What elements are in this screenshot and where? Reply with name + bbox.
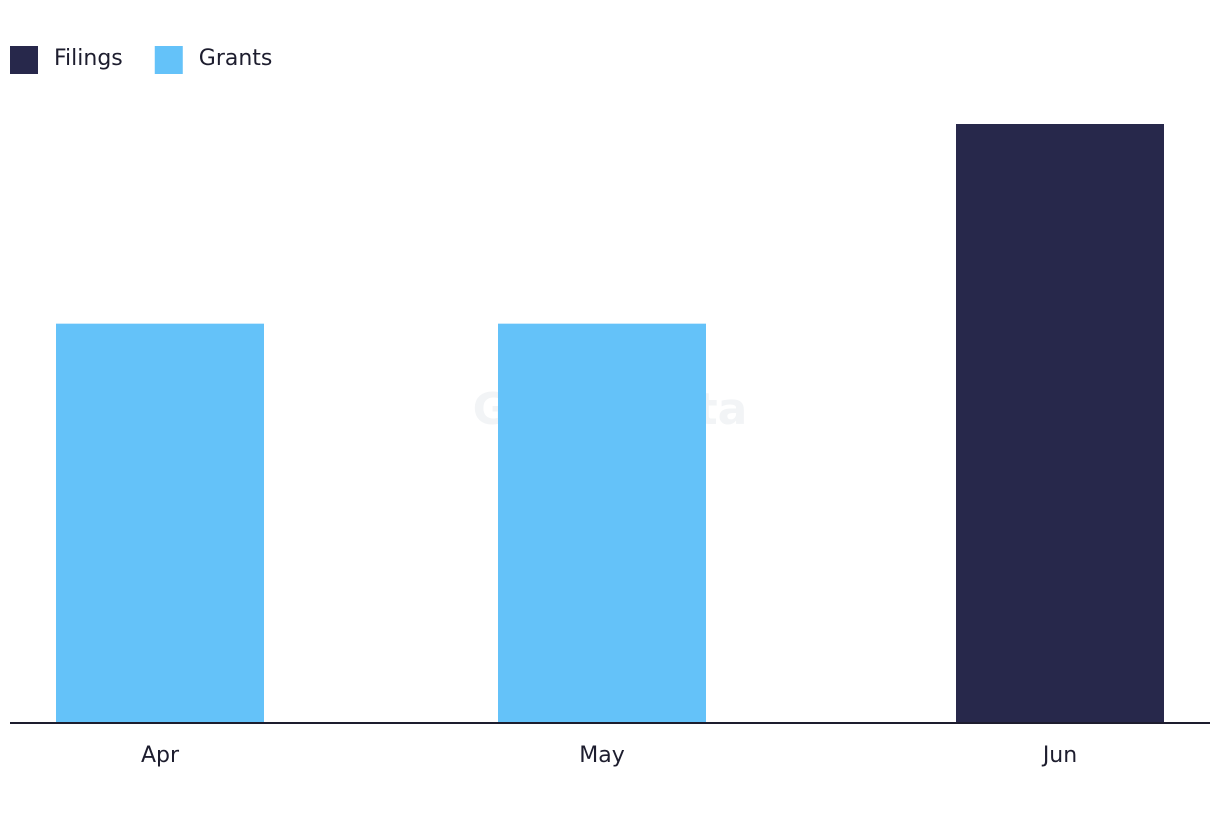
legend-swatch bbox=[10, 46, 38, 74]
bar bbox=[956, 124, 1164, 723]
bar bbox=[56, 323, 264, 723]
legend-label: Grants bbox=[199, 46, 273, 71]
legend-swatch bbox=[154, 46, 183, 74]
legend-label: Filings bbox=[54, 46, 123, 71]
x-tick-label: Apr bbox=[141, 743, 180, 768]
bar bbox=[498, 323, 706, 723]
x-tick-label: May bbox=[579, 743, 624, 768]
x-tick-label: Jun bbox=[1041, 743, 1077, 768]
